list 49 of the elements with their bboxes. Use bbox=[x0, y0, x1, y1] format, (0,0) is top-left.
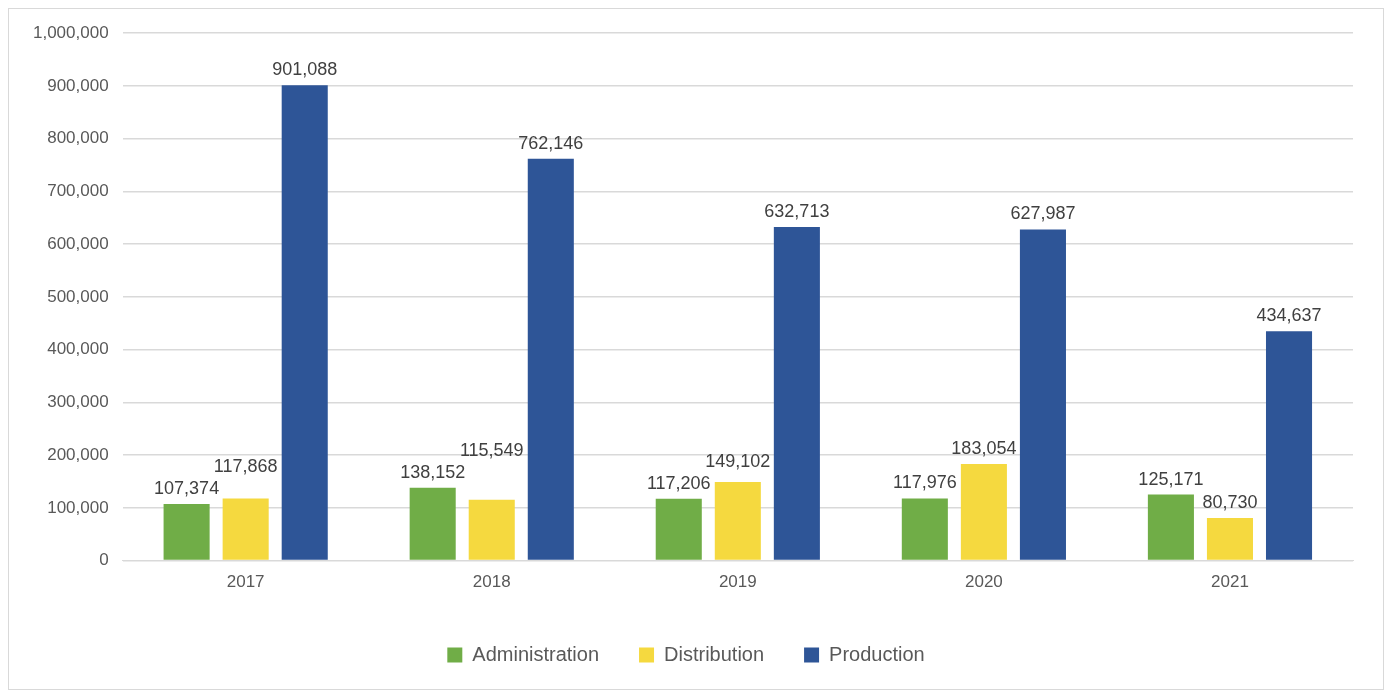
y-tick-label: 300,000 bbox=[47, 392, 109, 412]
x-tick-label: 2019 bbox=[718, 572, 757, 592]
y-tick-label: 1,000,000 bbox=[32, 22, 109, 42]
y-tick-label: 100,000 bbox=[47, 497, 109, 517]
x-tick-label: 2020 bbox=[964, 572, 1003, 592]
bar bbox=[1265, 331, 1313, 560]
y-tick-label: 700,000 bbox=[47, 181, 109, 201]
data-label: 434,637 bbox=[1256, 305, 1322, 326]
bar bbox=[655, 498, 702, 560]
data-label: 117,868 bbox=[213, 455, 278, 476]
bar bbox=[773, 226, 820, 560]
y-tick-label: 200,000 bbox=[47, 444, 109, 464]
data-label: 117,206 bbox=[646, 472, 711, 493]
bar bbox=[468, 499, 515, 560]
data-label: 125,171 bbox=[1138, 468, 1204, 489]
x-tick-label: 2018 bbox=[472, 572, 511, 592]
y-tick-label: 600,000 bbox=[47, 233, 109, 253]
data-label: 80,730 bbox=[1202, 491, 1258, 512]
bar bbox=[409, 487, 456, 560]
bar bbox=[163, 503, 210, 560]
y-tick-label: 500,000 bbox=[47, 286, 109, 306]
bar bbox=[901, 498, 948, 560]
bar bbox=[527, 158, 574, 560]
bar bbox=[714, 481, 761, 560]
x-tick-label: 2021 bbox=[1211, 572, 1249, 592]
data-label: 762,146 bbox=[518, 132, 584, 153]
y-tick-label: 400,000 bbox=[47, 339, 109, 359]
bar bbox=[1019, 229, 1066, 560]
bar bbox=[281, 85, 328, 560]
bar bbox=[1206, 518, 1253, 560]
legend-label: Administration bbox=[472, 642, 600, 665]
y-tick-label: 900,000 bbox=[47, 75, 109, 95]
data-label: 627,987 bbox=[1010, 203, 1076, 224]
legend-label: Distribution bbox=[664, 642, 765, 665]
bar bbox=[1147, 494, 1194, 560]
data-label: 138,152 bbox=[400, 461, 466, 482]
data-label: 117,976 bbox=[892, 472, 957, 493]
data-label: 632,713 bbox=[764, 200, 830, 221]
data-label: 183,054 bbox=[951, 438, 1017, 459]
data-label: 901,088 bbox=[272, 59, 338, 80]
y-tick-label: 800,000 bbox=[47, 128, 109, 148]
data-label: 149,102 bbox=[705, 450, 771, 471]
data-label: 115,549 bbox=[459, 439, 524, 460]
bar bbox=[222, 498, 269, 560]
legend-label: Production bbox=[829, 642, 925, 665]
bar bbox=[960, 464, 1007, 560]
data-label: 107,374 bbox=[154, 477, 220, 498]
x-tick-label: 2017 bbox=[226, 572, 265, 592]
y-tick-label: 0 bbox=[99, 550, 109, 570]
